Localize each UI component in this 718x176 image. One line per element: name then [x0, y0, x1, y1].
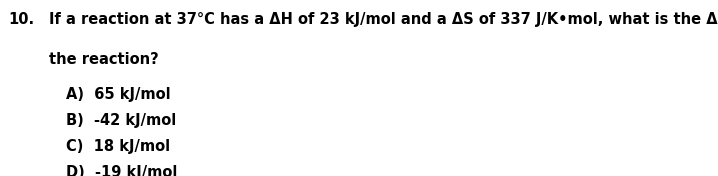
Text: 10.: 10. [9, 12, 34, 27]
Text: If a reaction at 37°C has a ΔH of 23 kJ/mol and a ΔS of 337 J/K•mol, what is the: If a reaction at 37°C has a ΔH of 23 kJ/… [49, 12, 718, 27]
Text: A)  65 kJ/mol: A) 65 kJ/mol [66, 87, 171, 102]
Text: the reaction?: the reaction? [49, 52, 159, 67]
Text: B)  -42 kJ/mol: B) -42 kJ/mol [66, 113, 177, 128]
Text: D)  -19 kJ/mol: D) -19 kJ/mol [66, 165, 177, 176]
Text: C)  18 kJ/mol: C) 18 kJ/mol [66, 139, 170, 154]
